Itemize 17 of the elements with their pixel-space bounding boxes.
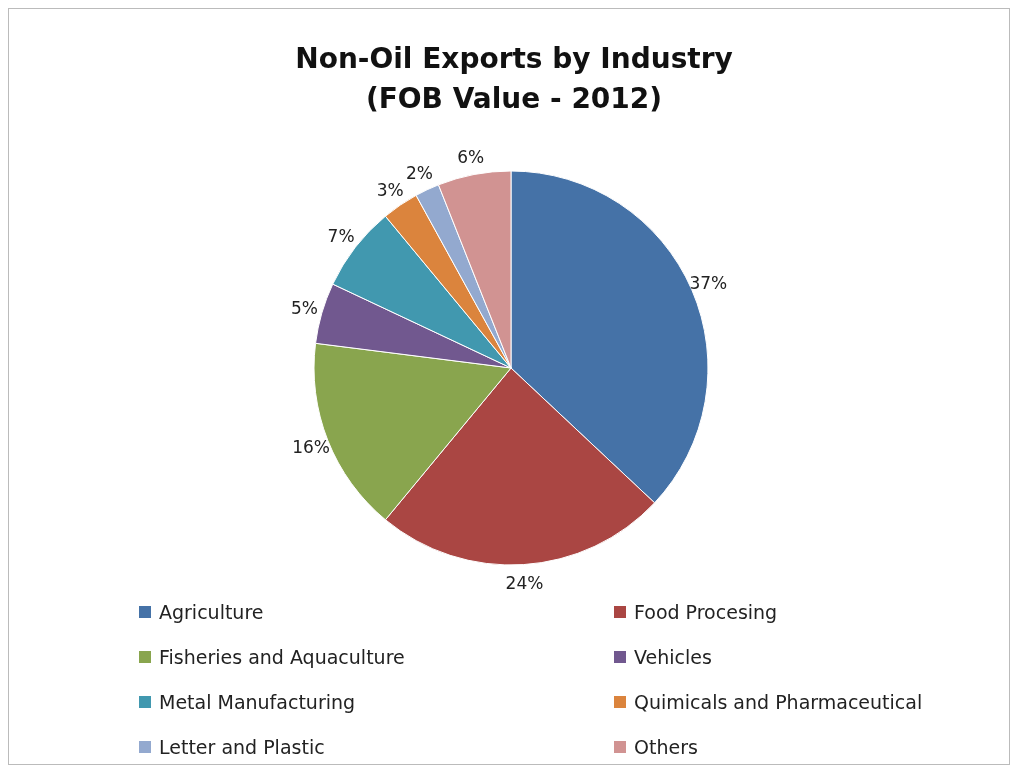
legend-label: Metal Manufacturing [159,690,356,713]
legend-label: Vehicles [634,645,712,668]
data-label: 37% [689,272,728,293]
legend-label: Agriculture [159,600,264,623]
data-label: 24% [505,572,544,593]
data-label: 5% [291,298,319,319]
legend-label: Food Procesing [634,600,778,623]
chart-title: Non-Oil Exports by Industry (FOB Value - 2012) [294,41,734,117]
legend-label: Others [634,735,698,758]
data-label: 7% [327,226,355,247]
data-label: 6% [457,146,485,167]
legend-label: Letter and Plastic [159,735,325,758]
data-label: 2% [405,163,433,184]
legend-label: Quimicals and Pharmaceutical [634,690,923,713]
data-label: 16% [292,437,330,458]
legend-label: Fisheries and Aquaculture [159,645,405,668]
data-label: 3% [376,180,404,201]
